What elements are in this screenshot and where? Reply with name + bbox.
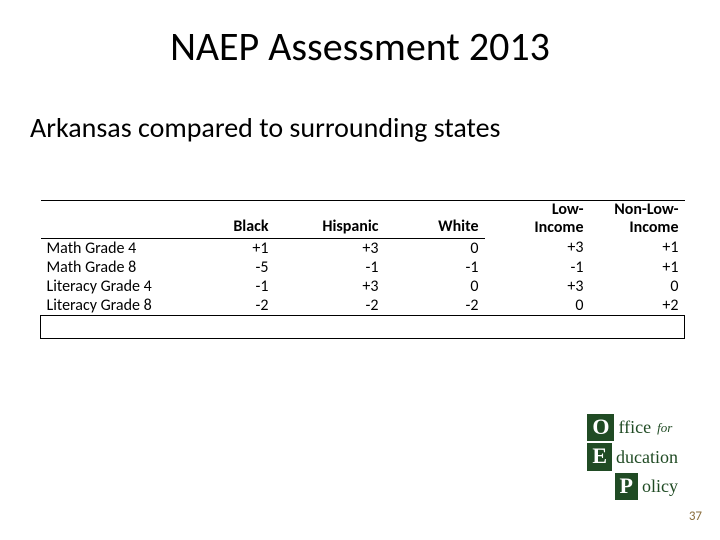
cell: +3	[275, 277, 385, 296]
table-row: Literacy Grade 8 -2 -2 -2 0 +2	[41, 296, 685, 316]
logo-word-olicy: olicy	[642, 476, 678, 497]
cell: -2	[275, 296, 385, 316]
logo-letter-o: O	[587, 414, 614, 441]
cell: +3	[485, 277, 590, 296]
slide-subtitle: Arkansas compared to surrounding states	[30, 110, 500, 145]
page-number: 37	[689, 509, 702, 524]
row-label: Math Grade 8	[41, 258, 197, 277]
logo-word-ffice: ffice	[618, 417, 651, 438]
col-header-low-income: Low-Income	[485, 201, 590, 239]
slide-title: NAEP Assessment 2013	[0, 22, 720, 71]
cell: -1	[197, 277, 275, 296]
row-label: Math Grade 4	[41, 238, 197, 258]
cell: 0	[385, 238, 485, 258]
table-row: Math Grade 8 -5 -1 -1 -1 +1	[41, 258, 685, 277]
table-footer-box	[41, 315, 685, 338]
cell: +2	[590, 296, 685, 316]
table-row: Literacy Grade 4 -1 +3 0 +3 0	[41, 277, 685, 296]
cell: +3	[275, 238, 385, 258]
logo-word-ducation: ducation	[616, 447, 678, 468]
col-header-non-low-income: Non-Low-Income	[590, 201, 685, 239]
cell: -1	[485, 258, 590, 277]
table-row: Math Grade 4 +1 +3 0 +3 +1	[41, 238, 685, 258]
cell: -1	[275, 258, 385, 277]
comparison-table: Black Hispanic White Low-Income Non-Low-…	[40, 200, 685, 339]
row-label: Literacy Grade 4	[41, 277, 197, 296]
cell: 0	[385, 277, 485, 296]
cell: +1	[197, 238, 275, 258]
cell: 0	[485, 296, 590, 316]
col-header-black: Black	[197, 201, 275, 239]
cell: -2	[385, 296, 485, 316]
row-label: Literacy Grade 8	[41, 296, 197, 316]
cell: +1	[590, 258, 685, 277]
cell: -1	[385, 258, 485, 277]
col-header-white: White	[385, 201, 485, 239]
cell: -5	[197, 258, 275, 277]
cell: +1	[590, 238, 685, 258]
logo-letter-e: E	[587, 443, 612, 470]
office-education-policy-logo: O ffice for E ducation P olicy	[587, 414, 678, 500]
cell: 0	[590, 277, 685, 296]
cell: -2	[197, 296, 275, 316]
logo-word-for: for	[657, 420, 672, 436]
logo-letter-p: P	[615, 473, 638, 500]
cell: +3	[485, 238, 590, 258]
col-header-hispanic: Hispanic	[275, 201, 385, 239]
